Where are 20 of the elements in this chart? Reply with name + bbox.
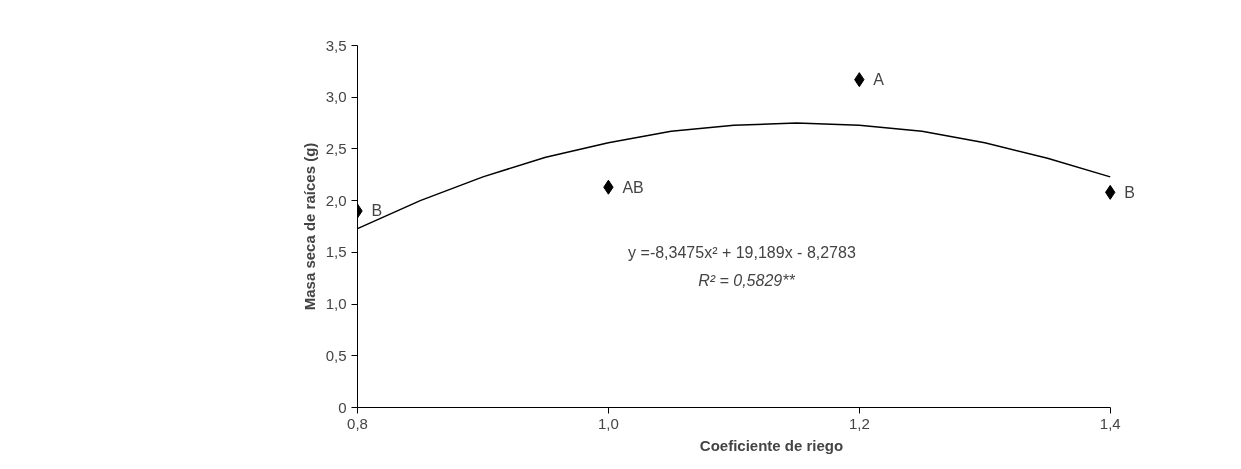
annotation: y =-8,3475x² + 19,189x - 8,2783	[628, 243, 856, 261]
annotation: AB	[622, 178, 644, 196]
x-axis-title: Coeficiente de riego	[699, 436, 844, 454]
y-tick-label: 2,5	[325, 139, 347, 157]
y-tick-label: 2,0	[325, 191, 347, 209]
x-tick-label: 1,4	[1099, 414, 1121, 432]
annotation: R² = 0,5829**	[698, 271, 796, 289]
y-tick-label: 0,5	[325, 346, 347, 364]
y-tick-label: 3,5	[325, 36, 347, 54]
y-tick-label: 0	[338, 398, 347, 416]
annotation: B	[371, 202, 383, 220]
annotation: B	[1124, 183, 1135, 201]
x-tick-label: 1,2	[848, 414, 870, 432]
x-tick-label: 0,8	[347, 414, 368, 432]
annotation: A	[873, 71, 885, 89]
y-axis-title: Masa seca de raíces (g)	[300, 142, 318, 311]
x-tick-label: 1,0	[597, 414, 619, 432]
y-tick-label: 1,5	[325, 243, 347, 261]
y-tick-label: 1,0	[325, 295, 347, 313]
y-tick-label: 3,0	[325, 88, 347, 106]
